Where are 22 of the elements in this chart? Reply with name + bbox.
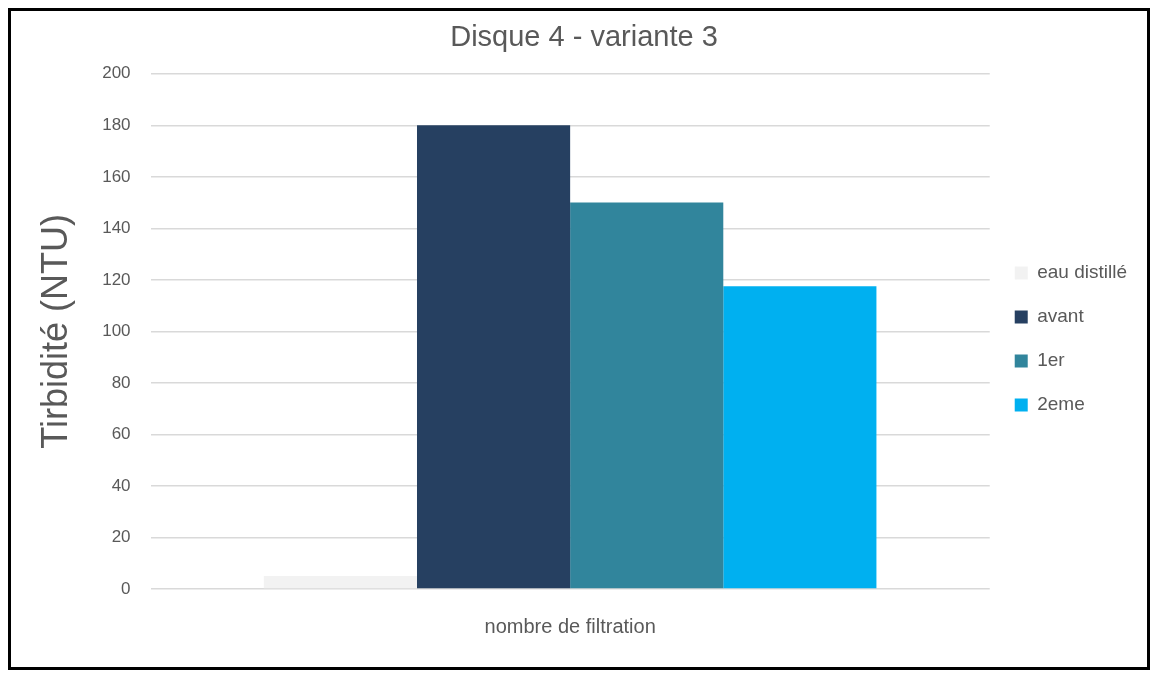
bar (263, 576, 417, 589)
y-tick-label: 80 (111, 372, 131, 392)
bar (723, 286, 877, 589)
y-tick-label: 60 (111, 424, 131, 444)
y-tick-label: 0 (121, 578, 131, 598)
y-axis-title: Tirbidité (NTU) (33, 214, 75, 449)
bar (570, 202, 724, 589)
legend-label: 2eme (1037, 393, 1085, 415)
chart-title: Disque 4 - variante 3 (450, 20, 718, 53)
legend-label: avant (1037, 305, 1085, 327)
y-tick-label: 20 (111, 527, 131, 547)
y-tick-label: 120 (102, 269, 131, 289)
y-tick-label: 160 (102, 166, 131, 186)
x-tick-label: nombre de filtration (484, 614, 656, 637)
legend-label: eau distillé (1037, 261, 1127, 283)
legend-label: 1er (1037, 349, 1066, 371)
y-tick-label: 140 (102, 218, 131, 238)
y-tick-label: 180 (102, 115, 131, 135)
y-tick-label: 40 (111, 475, 131, 495)
y-tick-label: 200 (102, 63, 131, 83)
y-tick-label: 100 (102, 321, 131, 341)
bar (417, 125, 571, 589)
